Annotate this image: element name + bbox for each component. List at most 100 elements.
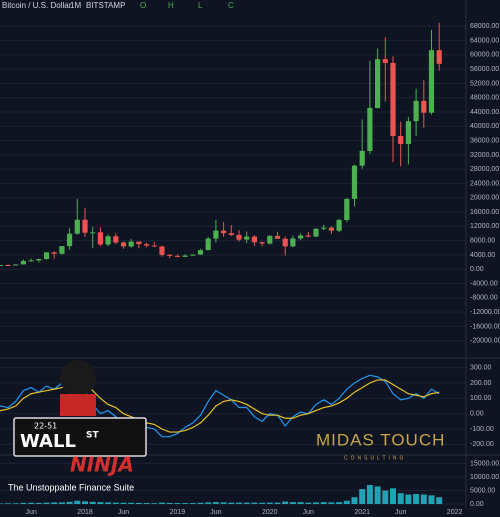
y-tick-label: 52000.00 <box>470 80 499 87</box>
candle-body <box>398 135 404 145</box>
volume-bar <box>420 494 427 504</box>
candle-body <box>305 235 311 237</box>
y-tick-label: -8000.00 <box>470 295 498 302</box>
volume-bar <box>390 488 396 504</box>
volume-bar <box>151 503 158 504</box>
volume-bar <box>182 503 189 504</box>
volume-bar <box>74 500 81 504</box>
candle-body <box>405 121 411 145</box>
candle-body <box>5 264 11 266</box>
candle-body <box>390 62 396 136</box>
candle-body <box>344 198 350 220</box>
x-tick-label: 2022 <box>447 509 463 516</box>
candle-body <box>197 250 204 255</box>
header: Bitcoin / U.S. Dollar 1M BITSTAMP O H L … <box>2 1 234 10</box>
candle-body <box>213 230 219 239</box>
candle-body <box>298 235 304 239</box>
volume-bar <box>89 501 96 504</box>
y-tick-label: 8000.00 <box>470 238 495 245</box>
candle-body <box>351 165 358 199</box>
y-tick-label: 68000.00 <box>470 23 499 30</box>
candle-body <box>0 264 3 266</box>
volume-bar <box>359 489 366 504</box>
tagline: The Unstoppable Finance Suite <box>8 482 134 492</box>
volume-bar <box>282 501 289 504</box>
candle-body <box>167 254 173 256</box>
y-tick-label: 44000.00 <box>470 109 499 116</box>
candle-body <box>382 59 388 63</box>
badge: 22-51 <box>34 422 57 431</box>
candle-body <box>151 245 157 247</box>
candle-body <box>82 219 88 233</box>
y-tick-label: 28000.00 <box>470 166 499 173</box>
candle-body <box>267 235 273 244</box>
candle-body <box>174 255 180 257</box>
volume-bar <box>266 502 273 504</box>
volume-bar <box>212 502 219 504</box>
volume-bar <box>251 502 258 504</box>
volume-bar <box>159 502 165 504</box>
y-tick-label: 10000.00 <box>470 474 499 481</box>
close-label: C <box>228 1 234 10</box>
volume-bar <box>205 502 212 504</box>
x-tick-label: Jun <box>25 509 36 516</box>
candle-body <box>67 233 73 247</box>
volume-bar <box>336 502 343 504</box>
y-tick-label: -200.00 <box>470 441 494 448</box>
x-tick-label: Jun <box>303 509 314 516</box>
low-label: L <box>198 1 203 10</box>
candle-body <box>136 241 142 245</box>
y-tick-label: 32000.00 <box>470 152 499 159</box>
y-tick-label: 56000.00 <box>470 66 499 73</box>
y-tick-label: 300.00 <box>470 365 492 372</box>
interval: 1M <box>70 1 81 10</box>
y-tick-label: 36000.00 <box>470 137 499 144</box>
volume-bar <box>274 502 281 504</box>
candle-body <box>236 234 242 240</box>
logo-wallst: 22-51 WALL ST NINJA The Unstoppable Fina… <box>8 360 147 492</box>
volume-bar <box>436 497 443 504</box>
candle-body <box>97 232 103 245</box>
volume-bar <box>143 503 150 504</box>
st-text: ST <box>86 431 99 441</box>
volume-bar <box>82 501 88 504</box>
x-tick-label: 2018 <box>77 509 93 516</box>
y-tick-label: -12000.00 <box>470 309 500 316</box>
volume-bar <box>5 503 11 504</box>
candle-body <box>313 228 319 237</box>
volume-bar <box>58 502 65 504</box>
wall-text: WALL <box>20 431 76 452</box>
y-tick-label: 0.00 <box>470 411 484 418</box>
exchange: BITSTAMP <box>86 1 125 10</box>
candle-body <box>128 241 134 247</box>
volume-bar <box>313 502 319 504</box>
y-tick-label: 60000.00 <box>470 52 499 59</box>
candle-body <box>367 107 373 151</box>
x-tick-label: Jun <box>210 509 221 516</box>
candle-body <box>274 235 281 239</box>
y-tick-label: 40000.00 <box>470 123 499 130</box>
volume-bar <box>382 490 389 504</box>
candle-body <box>282 238 288 247</box>
x-tick-label: Jun <box>118 509 129 516</box>
volume-bar <box>12 503 19 504</box>
candle-body <box>182 255 188 257</box>
y-tick-label: 12000.00 <box>470 223 499 230</box>
volume-bar <box>135 502 142 504</box>
candle-body <box>190 254 196 256</box>
volume-bar <box>397 493 404 504</box>
volume-bar <box>428 495 435 504</box>
volume-bar <box>328 502 335 504</box>
candle-body <box>251 236 257 243</box>
candle-body <box>90 232 96 234</box>
candle-body <box>120 242 127 247</box>
volume-bar <box>97 502 104 504</box>
volume-bar <box>413 493 420 504</box>
x-tick-label: 2021 <box>354 509 370 516</box>
y-tick-label: 64000.00 <box>470 37 499 44</box>
volume-bar <box>259 502 266 504</box>
y-tick-label: 5000.00 <box>470 487 495 494</box>
volume-bar <box>66 501 73 504</box>
x-tick-label: Jun <box>395 509 406 516</box>
